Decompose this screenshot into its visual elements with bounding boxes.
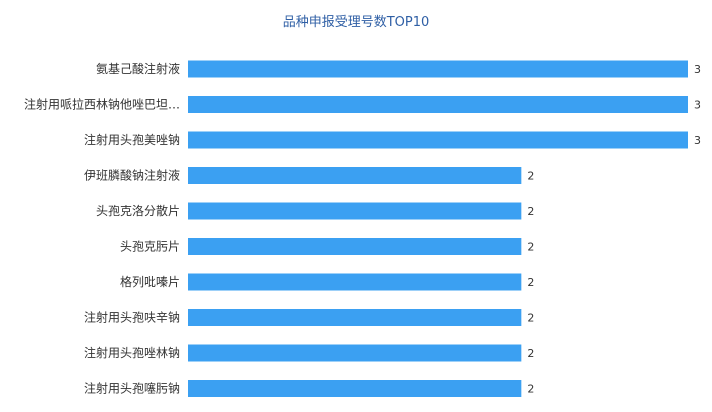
chart-title: 品种申报受理号数TOP10 [283, 15, 430, 30]
bar[interactable] [188, 202, 522, 220]
value-label: 2 [527, 383, 534, 396]
bar[interactable] [188, 131, 688, 149]
bar[interactable] [188, 380, 522, 397]
category-label: 注射用头孢噻肟钠 [84, 381, 180, 396]
category-label: 头孢克洛分散片 [96, 203, 180, 218]
category-label: 注射用头孢美唑钠 [84, 132, 180, 147]
value-label: 3 [694, 99, 701, 112]
value-label: 2 [527, 312, 534, 325]
category-label: 伊班膦酸钠注射液 [84, 168, 180, 183]
category-label: 注射用头孢呋辛钠 [84, 310, 180, 325]
category-label: 氨基己酸注射液 [96, 61, 180, 76]
value-label: 2 [527, 205, 534, 218]
value-label: 2 [527, 347, 534, 360]
bars-group: 氨基己酸注射液 3 注射用哌拉西林钠他唑巴坦… 3 注射用头孢美唑钠 3 伊班膦酸钠注射液 2… [24, 60, 701, 397]
category-label: 注射用头孢唑林钠 [84, 345, 180, 360]
bar[interactable] [188, 344, 522, 362]
category-label: 格列吡嗪片 [120, 274, 180, 289]
value-label: 3 [694, 63, 701, 76]
value-label: 2 [527, 241, 534, 254]
category-label: 头孢克肟片 [120, 240, 180, 254]
bar[interactable] [188, 273, 522, 291]
category-label: 注射用哌拉西林钠他唑巴坦… [24, 97, 180, 112]
bar[interactable] [188, 309, 522, 326]
value-label: 2 [527, 276, 534, 289]
value-label: 2 [527, 170, 534, 183]
bar[interactable] [188, 167, 522, 184]
bar[interactable] [188, 96, 688, 113]
bar[interactable] [188, 60, 688, 78]
value-label: 3 [694, 134, 701, 147]
bar[interactable] [188, 238, 522, 255]
